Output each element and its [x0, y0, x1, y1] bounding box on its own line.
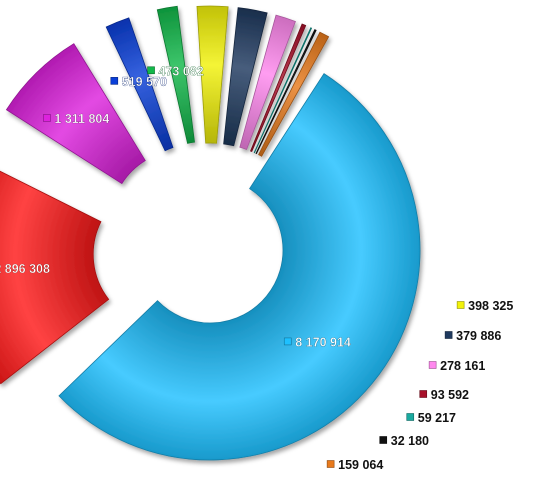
data-label: 1 311 804 [43, 112, 110, 126]
slice [58, 73, 421, 461]
data-label-text: 398 325 [468, 299, 513, 313]
slice-7 [239, 14, 296, 150]
slice [156, 5, 195, 144]
data-label: 8 170 914 [283, 335, 351, 350]
data-label-text: 278 161 [440, 359, 485, 373]
data-label-text: 159 064 [338, 458, 383, 472]
legend-key-icon [428, 361, 437, 369]
slice [258, 31, 330, 157]
slice [239, 14, 296, 150]
slice [253, 27, 313, 154]
data-label: 473 082 [147, 64, 204, 78]
data-label: 159 064 [326, 458, 383, 472]
slice-5 [196, 5, 229, 144]
legend-key-icon [283, 337, 292, 346]
data-label: 93 592 [419, 388, 469, 402]
slice-12 [58, 73, 421, 461]
slice-2 [5, 43, 146, 185]
slice [255, 29, 317, 155]
data-label: 398 325 [456, 299, 513, 313]
slice [250, 23, 307, 153]
legend-key-icon [406, 413, 415, 421]
slice-11 [258, 31, 330, 157]
legend-key-icon [43, 114, 51, 122]
data-label: 32 180 [379, 434, 429, 448]
data-label: 519 570 [110, 75, 167, 89]
slice-3 [105, 17, 174, 152]
legend-key-icon [456, 301, 465, 309]
data-label: 379 886 [444, 329, 501, 343]
slice [5, 43, 146, 185]
legend-key-icon [326, 460, 335, 468]
data-label: 278 161 [428, 359, 485, 373]
slice-9 [253, 27, 313, 154]
slice-4 [156, 5, 195, 144]
data-label-text: 1 311 804 [54, 112, 109, 126]
data-label-text: 8 170 914 [295, 335, 351, 349]
legend-key-icon [379, 436, 388, 444]
data-label-text: 59 217 [418, 411, 456, 425]
data-label-text: 473 082 [159, 64, 204, 78]
slice-8 [250, 23, 307, 153]
slice-10 [255, 29, 317, 155]
slice [0, 170, 110, 385]
slice-1 [0, 170, 110, 385]
data-label-text: 2 896 308 [0, 262, 50, 276]
data-label-text: 32 180 [391, 434, 429, 448]
legend-key-icon [419, 390, 428, 398]
data-label: 59 217 [406, 411, 456, 425]
legend-key-icon [110, 77, 119, 85]
data-label-text: 379 886 [456, 329, 501, 343]
data-label-text: 93 592 [431, 388, 469, 402]
legend-key-icon [147, 66, 155, 75]
data-label: 2 896 308 [0, 262, 50, 276]
legend-key-icon [444, 331, 453, 339]
data-label-text: 519 570 [122, 75, 167, 89]
slice [105, 17, 174, 152]
slice [223, 7, 268, 147]
slice-6 [223, 7, 268, 147]
slices-layer [0, 5, 421, 461]
slice [196, 5, 229, 144]
